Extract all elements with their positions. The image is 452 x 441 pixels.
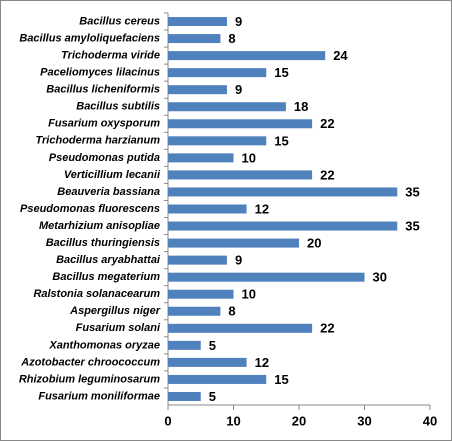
y-tick-label: Fusarium solani xyxy=(76,322,161,334)
value-label: 12 xyxy=(255,355,269,370)
bar xyxy=(168,272,365,282)
bar xyxy=(168,340,201,350)
bar xyxy=(168,170,313,180)
value-label: 15 xyxy=(274,65,288,80)
bar xyxy=(168,238,299,248)
y-tick-label: Trichoderma harzianum xyxy=(36,135,161,147)
y-tick-label: Metarhizium anisopliae xyxy=(39,220,160,232)
y-tick-label: Pseudomonas putida xyxy=(49,152,160,164)
bar xyxy=(168,51,326,61)
x-tick-label: 30 xyxy=(357,413,371,428)
y-tick-label: Bacillus thuringiensis xyxy=(46,237,160,249)
value-label: 9 xyxy=(235,253,242,268)
bar xyxy=(168,357,247,367)
bar xyxy=(168,306,221,316)
y-tick-label: Bacillus licheniformis xyxy=(46,84,160,96)
value-label: 10 xyxy=(242,287,256,302)
bar xyxy=(168,34,221,44)
y-tick-label: Fusarium oxysporum xyxy=(48,118,160,130)
value-label: 24 xyxy=(333,48,348,63)
value-label: 9 xyxy=(235,14,242,29)
value-label: 22 xyxy=(320,321,334,336)
bar xyxy=(168,255,227,265)
y-tick-label: Azotobacter chroococcum xyxy=(20,356,160,368)
bar xyxy=(168,187,398,197)
value-label: 5 xyxy=(209,338,216,353)
value-label: 30 xyxy=(373,270,387,285)
bar xyxy=(168,391,201,401)
value-label: 22 xyxy=(320,167,334,182)
y-tick-label: Bacillus aryabhattai xyxy=(56,254,161,266)
bar xyxy=(168,374,267,384)
bar xyxy=(168,17,227,27)
bar xyxy=(168,85,227,95)
bar xyxy=(168,323,313,333)
value-label: 22 xyxy=(320,116,334,131)
y-tick-label: Bacillus amyloliquefaciens xyxy=(19,32,160,44)
value-label: 15 xyxy=(274,133,288,148)
value-label: 8 xyxy=(228,31,235,46)
y-tick-label: Bacillus cereus xyxy=(79,15,160,27)
bar xyxy=(168,68,267,78)
value-label: 5 xyxy=(209,389,216,404)
y-tick-label: Rhizobium leguminosarum xyxy=(19,373,160,385)
value-label: 20 xyxy=(307,236,321,251)
x-tick-label: 10 xyxy=(226,413,240,428)
value-label: 35 xyxy=(405,184,419,199)
bar xyxy=(168,153,234,163)
x-tick-label: 0 xyxy=(164,413,171,428)
value-label: 8 xyxy=(228,304,235,319)
x-tick-label: 40 xyxy=(423,413,437,428)
bar xyxy=(168,289,234,299)
y-tick-label: Xanthomonas oryzae xyxy=(48,339,160,351)
y-tick-label: Ralstonia solanacearum xyxy=(33,288,160,300)
y-tick-label: Bacillus subtilis xyxy=(76,101,160,113)
y-tick-label: Pseudomonas fluorescens xyxy=(20,203,160,215)
value-label: 12 xyxy=(255,201,269,216)
x-tick-label: 20 xyxy=(292,413,306,428)
bar xyxy=(168,102,286,112)
y-tick-label: Paceliomyces lilacinus xyxy=(40,67,160,79)
bar xyxy=(168,221,398,231)
y-tick-label: Trichoderma viride xyxy=(61,50,160,62)
y-tick-label: Beauveria bassiana xyxy=(57,186,160,198)
y-tick-label: Verticillium lecanii xyxy=(64,169,161,181)
y-tick-label: Bacillus megaterium xyxy=(52,271,160,283)
y-tick-label: Aspergillus niger xyxy=(69,305,161,317)
value-label: 10 xyxy=(242,150,256,165)
value-label: 15 xyxy=(274,372,288,387)
bar xyxy=(168,136,267,146)
value-label: 18 xyxy=(294,99,308,114)
bar xyxy=(168,204,247,214)
y-tick-label: Fusarium moniliformae xyxy=(38,390,160,402)
value-label: 9 xyxy=(235,82,242,97)
value-label: 35 xyxy=(405,218,419,233)
bar xyxy=(168,119,313,129)
